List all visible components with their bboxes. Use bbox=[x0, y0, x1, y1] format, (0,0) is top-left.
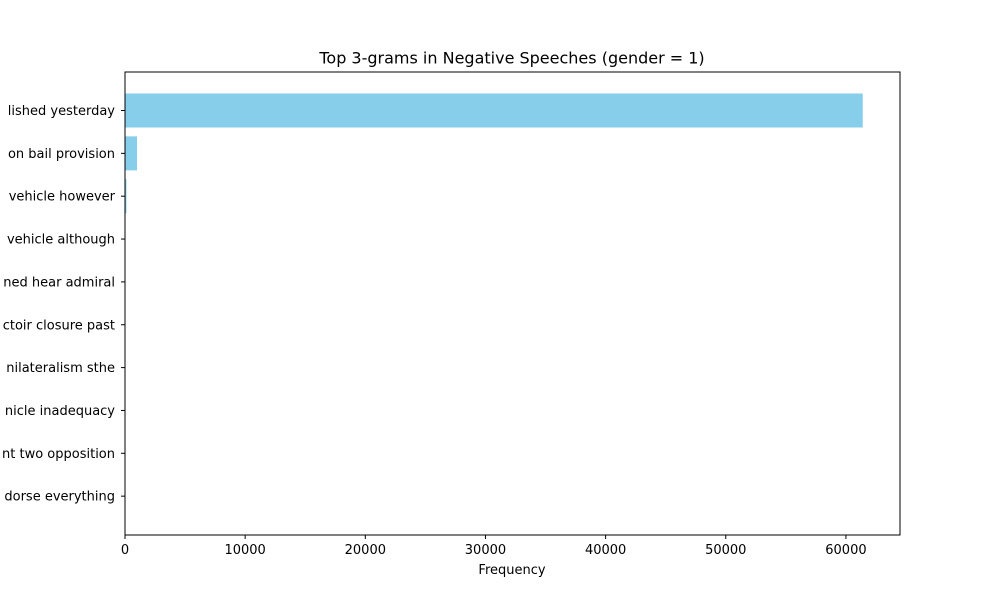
bars bbox=[125, 93, 863, 214]
x-tick-label: 30000 bbox=[465, 543, 506, 558]
y-axis-ticks: lished yesterday on bail provision vehicle… bbox=[2, 104, 125, 505]
bar bbox=[125, 136, 138, 171]
x-tick-label: 10000 bbox=[224, 543, 265, 558]
x-tick-label: 20000 bbox=[345, 543, 386, 558]
x-axis-ticks: 0 10000 20000 30000 40000 50000 60000 bbox=[121, 535, 867, 558]
plot-frame bbox=[124, 71, 901, 536]
y-tick-label: lished yesterday bbox=[8, 104, 116, 119]
bar bbox=[125, 93, 863, 128]
y-tick-label: vehicle however bbox=[9, 190, 116, 205]
y-tick-label: nicle inadequacy bbox=[5, 404, 115, 419]
x-axis-title: Frequency bbox=[478, 563, 545, 578]
chart-title: Top 3-grams in Negative Speeches (gender… bbox=[318, 49, 704, 68]
x-tick-label: 40000 bbox=[585, 543, 626, 558]
x-tick-label: 50000 bbox=[705, 543, 746, 558]
y-tick-label: dorse everything bbox=[4, 490, 115, 505]
y-tick-label: nt two opposition bbox=[2, 447, 115, 462]
y-tick-label: nilateralism sthe bbox=[6, 361, 115, 376]
y-tick-label: ctoir closure past bbox=[3, 318, 115, 333]
y-tick-label: on bail provision bbox=[8, 147, 115, 162]
y-tick-label: ned hear admiral bbox=[3, 275, 115, 290]
y-tick-label: vehicle although bbox=[7, 233, 115, 248]
x-tick-label: 0 bbox=[121, 543, 129, 558]
bar bbox=[125, 179, 127, 214]
x-tick-label: 60000 bbox=[825, 543, 866, 558]
